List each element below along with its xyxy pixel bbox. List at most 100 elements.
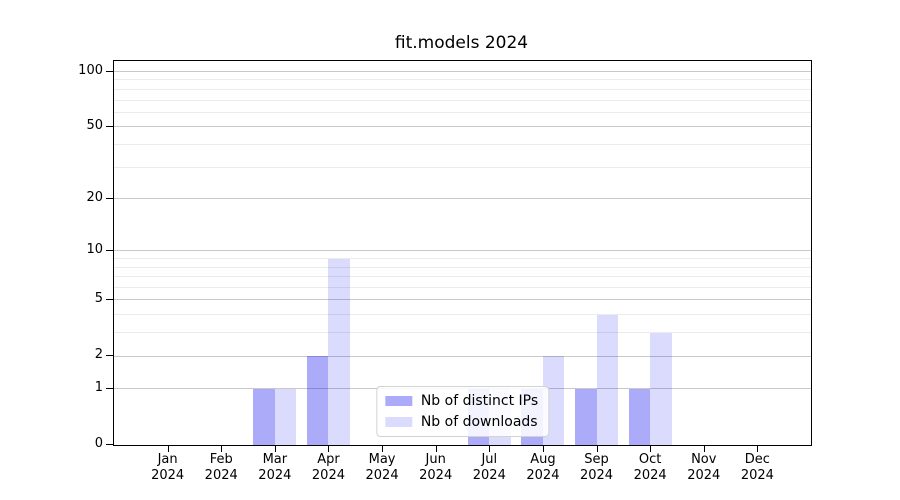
legend-swatch-0 [384, 396, 412, 406]
minor-gridline [114, 166, 811, 168]
x-tick-year: 2024 [311, 468, 345, 483]
x-tick-label-jul: Jul 2024 [459, 452, 519, 484]
x-tick-mark [435, 446, 437, 452]
x-tick-month: Oct [638, 452, 662, 467]
x-tick-mark [596, 446, 598, 452]
y-tick-mark [106, 298, 113, 300]
legend-label-1: Nb of downloads [420, 414, 538, 430]
x-tick-year: 2024 [526, 468, 560, 483]
minor-gridline [114, 258, 811, 260]
x-tick-label-dec: Dec 2024 [727, 452, 787, 484]
bar-downloads-mar [274, 388, 297, 445]
minor-gridline [114, 266, 811, 268]
minor-gridline [114, 111, 811, 113]
x-tick-mark [274, 446, 276, 452]
y-tick-label: 1 [94, 379, 103, 395]
x-tick-month: Aug [530, 452, 556, 467]
x-tick-label-mar: Mar 2024 [245, 452, 305, 484]
x-tick-mark [757, 446, 759, 452]
major-gridline [114, 355, 811, 357]
y-tick-mark [106, 125, 113, 127]
x-tick-label-sep: Sep 2024 [567, 452, 627, 484]
x-tick-mark [167, 446, 169, 452]
y-tick-label: 50 [86, 117, 103, 133]
x-tick-year: 2024 [740, 468, 774, 483]
x-tick-mark [703, 446, 705, 452]
legend-row: Nb of distinct IPs [384, 392, 539, 410]
x-tick-month: May [368, 452, 396, 467]
x-tick-month: Nov [691, 452, 717, 467]
x-tick-label-feb: Feb 2024 [191, 452, 251, 484]
x-tick-mark [650, 446, 652, 452]
y-tick-mark [106, 197, 113, 199]
x-tick-year: 2024 [365, 468, 399, 483]
x-tick-mark [489, 446, 491, 452]
x-tick-month: Dec [744, 452, 770, 467]
x-tick-year: 2024 [151, 468, 185, 483]
bar-downloads-apr [328, 258, 350, 445]
legend-row: Nb of downloads [384, 413, 538, 431]
x-tick-mark [542, 446, 544, 452]
x-tick-label-jan: Jan 2024 [138, 452, 198, 484]
chart-title: fit.models 2024 [394, 33, 529, 53]
major-gridline [114, 299, 811, 301]
x-tick-month: Mar [262, 452, 288, 467]
x-tick-month: Feb [209, 452, 233, 467]
y-tick-label: 10 [86, 241, 103, 257]
x-tick-year: 2024 [258, 468, 292, 483]
x-tick-year: 2024 [633, 468, 667, 483]
x-tick-mark [221, 446, 223, 452]
minor-gridline [114, 88, 811, 90]
x-tick-month: Sep [584, 452, 609, 467]
y-tick-mark [106, 70, 113, 72]
x-tick-year: 2024 [204, 468, 238, 483]
x-tick-month: Jul [481, 452, 498, 467]
legend-swatch-1 [384, 417, 412, 427]
y-tick-label: 5 [94, 290, 103, 306]
y-tick-label: 100 [78, 62, 103, 78]
major-gridline [114, 250, 811, 252]
x-tick-year: 2024 [472, 468, 506, 483]
x-tick-label-oct: Oct 2024 [620, 452, 680, 484]
x-tick-month: Jan [157, 452, 178, 467]
x-tick-year: 2024 [687, 468, 721, 483]
y-tick-mark [106, 249, 113, 251]
x-tick-mark [328, 446, 330, 452]
y-tick-label: 2 [94, 347, 103, 363]
x-tick-year: 2024 [419, 468, 453, 483]
x-tick-mark [382, 446, 384, 452]
minor-gridline [114, 143, 811, 145]
plot-area: Nb of distinct IPs Nb of downloads [113, 60, 812, 446]
x-tick-year: 2024 [579, 468, 614, 483]
major-gridline [114, 126, 811, 128]
y-tick-mark [106, 355, 113, 357]
bar-distinct-ips-apr [307, 356, 329, 445]
x-tick-label-may: May 2024 [352, 452, 412, 484]
legend-label-0: Nb of distinct IPs [420, 393, 539, 409]
bar-downloads-sep [596, 314, 618, 445]
minor-gridline [114, 287, 811, 289]
x-tick-label-aug: Aug 2024 [513, 452, 573, 484]
bar-downloads-oct [650, 332, 672, 445]
y-tick-label: 20 [86, 189, 103, 205]
bar-distinct-ips-sep [575, 388, 597, 445]
bar-distinct-ips-oct [628, 388, 651, 445]
legend: Nb of distinct IPs Nb of downloads [375, 386, 550, 437]
major-gridline [114, 71, 811, 72]
bar-distinct-ips-mar [253, 388, 275, 445]
x-tick-month: Apr [317, 452, 340, 467]
x-tick-label-nov: Nov 2024 [674, 452, 734, 484]
minor-gridline [114, 276, 811, 278]
y-tick-mark [106, 444, 113, 445]
x-tick-label-apr: Apr 2024 [298, 452, 358, 484]
minor-gridline [114, 79, 811, 81]
y-tick-mark [106, 387, 113, 389]
x-tick-month: Jun [425, 452, 446, 467]
minor-gridline [114, 314, 811, 316]
major-gridline [114, 198, 811, 200]
x-tick-label-jun: Jun 2024 [406, 452, 466, 484]
minor-gridline [114, 99, 811, 101]
minor-gridline [114, 332, 811, 334]
y-tick-label: 0 [94, 436, 103, 451]
